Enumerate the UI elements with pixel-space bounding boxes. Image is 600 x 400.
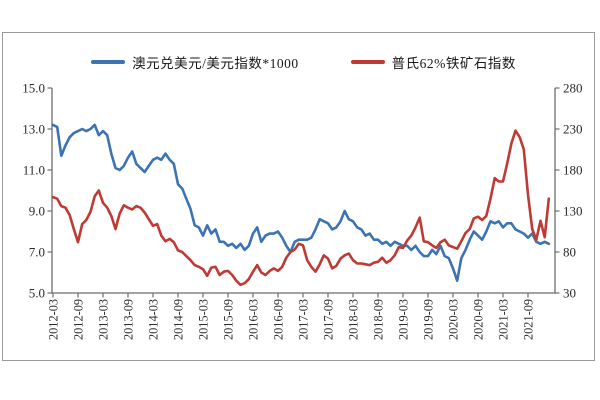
x-tick-label: 2020-03 <box>447 299 461 340</box>
right-tick-label: 30 <box>563 286 576 301</box>
legend-item-ironore: 普氏62%铁矿石指数 <box>350 52 516 72</box>
x-tick-label: 2018-09 <box>372 299 386 340</box>
right-tick-label: 80 <box>563 245 576 260</box>
left-tick-label: 7.0 <box>29 245 45 260</box>
x-tick-label: 2013-03 <box>97 299 111 340</box>
left-axis-ticks: 15.0 13.0 11.0 9.0 7.0 5.0 <box>22 81 52 301</box>
legend-swatch-blue-icon <box>91 60 126 64</box>
series-line-ironore <box>51 129 551 287</box>
x-tick-label: 2019-03 <box>397 299 411 340</box>
left-tick-label: 13.0 <box>22 122 45 137</box>
x-tick-label: 2012-03 <box>47 299 61 340</box>
x-tick-label: 2013-09 <box>122 299 136 340</box>
left-tick-label: 5.0 <box>29 286 45 301</box>
right-tick-label: 130 <box>563 204 583 219</box>
legend-swatch-red-icon <box>350 60 385 64</box>
left-tick-label: 9.0 <box>29 204 45 219</box>
x-tick-label: 2014-09 <box>172 299 186 340</box>
right-tick-label: 180 <box>563 163 583 178</box>
x-tick-label: 2021-03 <box>497 299 511 340</box>
left-tick-label: 15.0 <box>22 81 45 96</box>
x-tick-label: 2016-03 <box>247 299 261 340</box>
legend-label-ironore: 普氏62%铁矿石指数 <box>391 56 516 71</box>
legend-label-audusd: 澳元兑美元/美元指数*1000 <box>132 56 299 71</box>
x-tick-label: 2012-09 <box>72 299 86 340</box>
legend: 澳元兑美元/美元指数*1000 普氏62%铁矿石指数 <box>52 52 555 72</box>
series-line-audusd <box>51 123 551 282</box>
x-axis-ticks: 2012-03 2012-09 2013-03 2013-09 2014-03 2014-… <box>47 293 536 340</box>
x-tick-label: 2016-09 <box>272 299 286 340</box>
left-tick-label: 11.0 <box>23 163 45 178</box>
x-tick-label: 2017-09 <box>322 299 336 340</box>
x-tick-label: 2018-03 <box>347 299 361 340</box>
x-tick-label: 2017-03 <box>297 299 311 340</box>
x-tick-label: 2019-09 <box>422 299 436 340</box>
x-tick-label: 2015-03 <box>197 299 211 340</box>
right-tick-label: 230 <box>563 122 583 137</box>
x-tick-label: 2015-09 <box>222 299 236 340</box>
axes <box>51 88 556 294</box>
legend-item-audusd: 澳元兑美元/美元指数*1000 <box>91 52 299 72</box>
right-axis-ticks: 280 230 180 130 80 30 <box>555 81 583 301</box>
right-tick-label: 280 <box>563 81 583 96</box>
x-tick-label: 2014-03 <box>147 299 161 340</box>
x-tick-label: 2021-09 <box>522 299 536 340</box>
x-tick-label: 2020-09 <box>472 299 486 340</box>
series-lines <box>51 123 551 287</box>
